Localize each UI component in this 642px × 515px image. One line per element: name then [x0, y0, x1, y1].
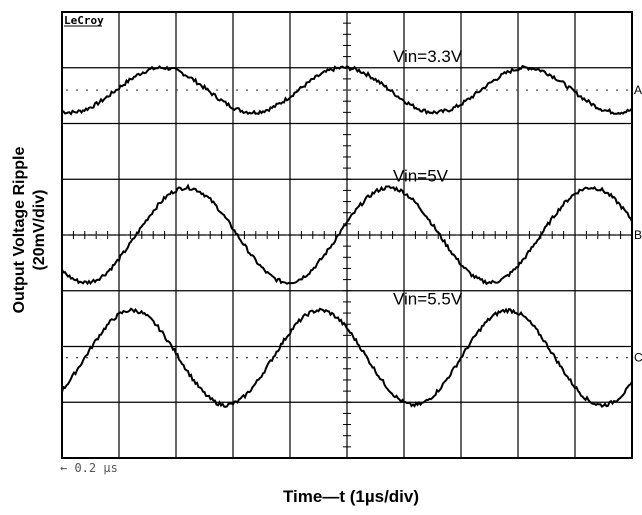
waveform-trace-2 [61, 183, 633, 286]
waveform-trace-1 [61, 64, 633, 116]
channel-marker-1: A [634, 83, 642, 97]
trace-labels: Vin=3.3V A Vin=5V B Vin=5.5V C [393, 47, 642, 365]
waveform-trace-3 [61, 307, 633, 408]
graticule-border [61, 11, 633, 459]
trace-label-1: Vin=3.3V [393, 47, 463, 66]
channel-marker-2: B [634, 228, 642, 242]
brand-label: LeCroy [64, 14, 104, 27]
timebase-readout: ← 0.2 µs [60, 461, 118, 475]
waveform-traces [61, 64, 633, 408]
channel-marker-3: C [634, 351, 642, 365]
x-axis-label: Time—t (1µs/div) [282, 487, 420, 506]
trace-label-2: Vin=5V [393, 167, 449, 186]
trace-label-3: Vin=5.5V [393, 289, 463, 308]
